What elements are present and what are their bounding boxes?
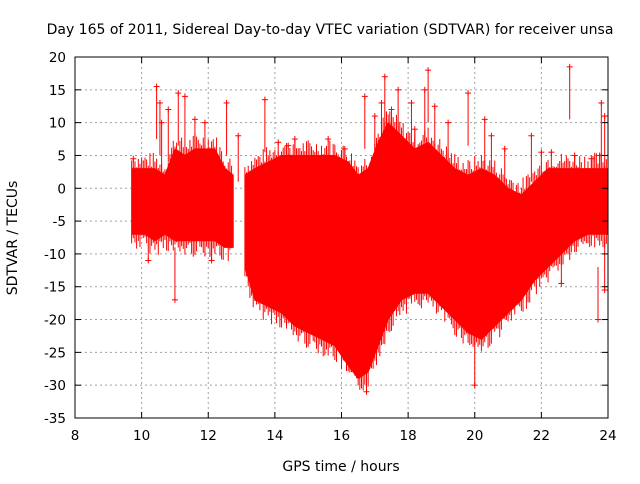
data-point: [488, 132, 495, 182]
data-point: [171, 247, 178, 303]
data-point: [501, 145, 508, 182]
data-point: [235, 132, 242, 182]
data-point: [191, 116, 198, 172]
x-tick-label: 14: [266, 428, 283, 444]
data-point: [571, 152, 578, 182]
y-tick-label: 5: [57, 148, 66, 164]
y-tick-label: 0: [57, 181, 66, 197]
data-point: [145, 207, 152, 264]
data-point: [566, 63, 573, 120]
y-tick-label: -10: [44, 247, 66, 263]
x-tick-label: 12: [200, 428, 217, 444]
y-tick-label: -15: [44, 280, 66, 296]
tick-layer: 8 10 12 14 16 18 20 22 24 -35 -30 -25 -20 -15 -10 -5 0 5 1…: [44, 50, 617, 444]
data-point: [378, 99, 385, 156]
y-tick-label: -20: [44, 313, 66, 329]
data-point: [538, 149, 545, 182]
y-tick-label: -35: [44, 411, 66, 427]
data-point: [156, 99, 163, 156]
y-axis-label: SDTVAR / TECUs: [5, 181, 21, 296]
data-point: [291, 136, 298, 182]
data-point: [596, 152, 603, 182]
data-point: [181, 93, 188, 149]
y-tick-label: -5: [53, 214, 66, 230]
data-point: [601, 237, 608, 294]
data-point: [481, 116, 488, 172]
data-point: [285, 142, 292, 182]
data-point: [201, 119, 208, 176]
x-tick-label: 18: [400, 428, 417, 444]
data-point: [381, 73, 388, 130]
x-tick-label: 22: [533, 428, 550, 444]
data-point: [588, 155, 595, 182]
data-point: [558, 230, 565, 287]
data-point: [595, 267, 602, 323]
data-point: [445, 119, 452, 176]
data-point: [548, 149, 555, 182]
data-point: [275, 139, 282, 182]
data-point: [471, 332, 478, 389]
data-point: [361, 93, 368, 149]
y-tick-label: 10: [49, 116, 66, 132]
data-point: [421, 86, 428, 143]
data-point: [261, 96, 268, 153]
data-point: [208, 207, 215, 264]
data-point: [528, 132, 535, 182]
data-point: [153, 83, 160, 140]
data-point: [363, 339, 370, 395]
data-point: [598, 99, 605, 156]
data-point: [165, 106, 172, 163]
data-point: [341, 145, 348, 182]
data-point: [388, 106, 395, 163]
data-point: [465, 90, 472, 146]
data-point: [175, 90, 182, 146]
x-tick-label: 8: [71, 428, 80, 444]
chart-title: Day 165 of 2011, Sidereal Day-to-day VTE…: [47, 22, 614, 38]
y-tick-label: 15: [49, 83, 66, 99]
data-point: [371, 113, 378, 169]
data-point: [431, 103, 438, 159]
x-tick-label: 10: [133, 428, 150, 444]
data-point: [158, 119, 165, 176]
data-point: [395, 86, 402, 143]
data-point: [223, 99, 230, 156]
data-point: [425, 67, 432, 123]
data-layer: [130, 63, 609, 395]
data-point: [408, 99, 415, 156]
y-tick-label: -30: [44, 378, 66, 394]
y-tick-label: 20: [49, 50, 66, 66]
data-point: [601, 113, 608, 169]
x-tick-label: 16: [333, 428, 350, 444]
y-tick-label: -25: [44, 345, 66, 361]
x-axis-label: GPS time / hours: [282, 459, 399, 475]
data-point: [130, 155, 137, 182]
data-point: [325, 136, 332, 182]
data-point: [411, 126, 418, 182]
x-tick-label: 20: [466, 428, 483, 444]
x-tick-label: 24: [599, 428, 616, 444]
